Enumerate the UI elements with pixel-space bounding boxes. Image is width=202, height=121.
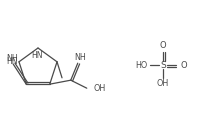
Text: HO: HO: [134, 60, 146, 69]
Text: NH: NH: [74, 53, 85, 62]
Text: NH: NH: [6, 54, 18, 63]
Text: S: S: [159, 60, 165, 69]
Text: HN: HN: [6, 57, 18, 66]
Text: O: O: [159, 41, 165, 49]
Text: OH: OH: [93, 84, 105, 93]
Text: HN: HN: [31, 50, 43, 60]
Text: OH: OH: [156, 79, 168, 88]
Text: O: O: [180, 60, 186, 69]
